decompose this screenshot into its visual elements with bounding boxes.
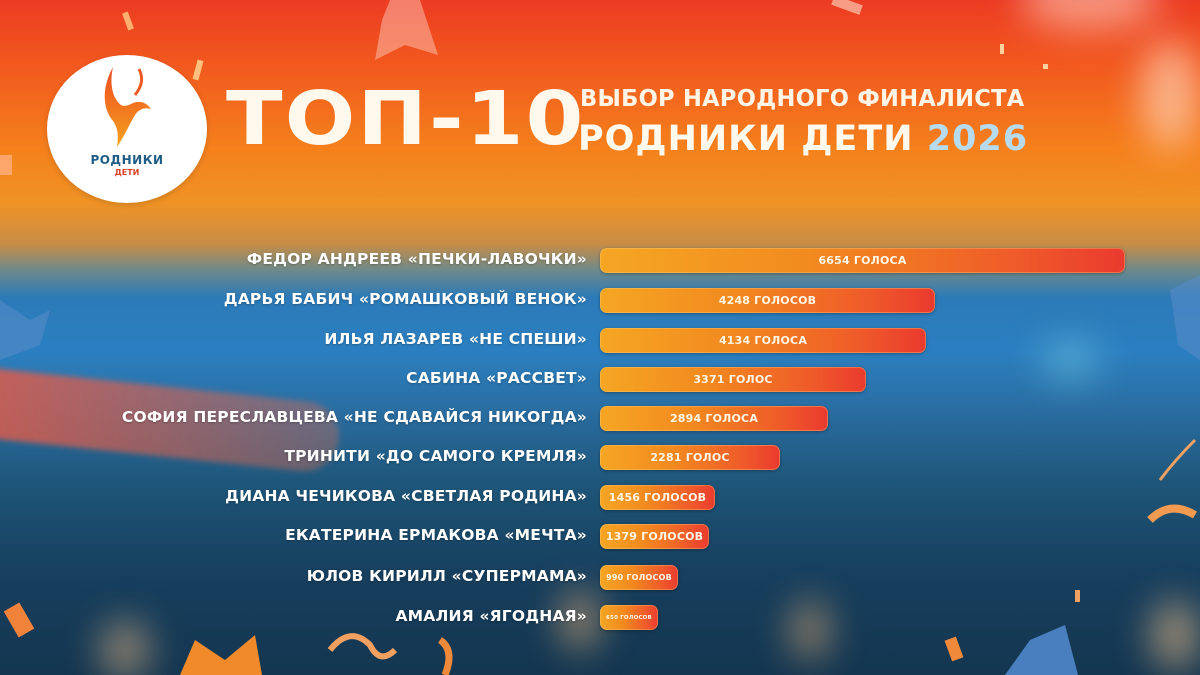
chart-row: АМАЛИЯ «ЯГОДНАЯ» 650 ГОЛОСОВ xyxy=(0,601,1200,631)
vote-count: 1379 ГОЛОСОВ xyxy=(605,530,704,543)
vote-count: 4248 ГОЛОСОВ xyxy=(718,294,817,307)
chart-row: ИЛЬЯ ЛАЗАРЕВ «НЕ СПЕШИ» 4134 ГОЛОСА xyxy=(0,324,1200,354)
chart-row: САБИНА «РАССВЕТ» 3371 ГОЛОС xyxy=(0,363,1200,393)
vote-bar: 650 ГОЛОСОВ xyxy=(600,605,658,630)
light-glow xyxy=(1020,0,1160,30)
logo-name: РОДНИКИ xyxy=(90,153,164,167)
vote-bar: 1456 ГОЛОСОВ xyxy=(600,485,715,510)
vote-bar: 4134 ГОЛОСА xyxy=(600,328,926,353)
contestant-label: САБИНА «РАССВЕТ» xyxy=(406,369,587,387)
vote-bar: 2894 ГОЛОСА xyxy=(600,406,828,431)
vote-bar: 1379 ГОЛОСОВ xyxy=(600,524,709,549)
contestant-label: ИЛЬЯ ЛАЗАРЕВ «НЕ СПЕШИ» xyxy=(324,330,587,348)
contestant-label: ТРИНИТИ «ДО САМОГО КРЕМЛЯ» xyxy=(284,447,587,465)
chart-row: ФЕДОР АНДРЕЕВ «ПЕЧКИ-ЛАВОЧКИ» 6654 ГОЛОС… xyxy=(0,244,1200,274)
contestant-label: ЕКАТЕРИНА ЕРМАКОВА «МЕЧТА» xyxy=(285,526,587,544)
vote-bar: 3371 ГОЛОС xyxy=(600,367,866,392)
chart-row: ЕКАТЕРИНА ЕРМАКОВА «МЕЧТА» 1379 ГОЛОСОВ xyxy=(0,520,1200,550)
chart-row: СОФИЯ ПЕРЕСЛАВЦЕВА «НЕ СДАВАЙСЯ НИКОГДА»… xyxy=(0,402,1200,432)
subtitle-line-2: РОДНИКИ ДЕТИ 2026 xyxy=(578,122,1028,157)
contestant-label: ЮЛОВ КИРИЛЛ «СУПЕРМАМА» xyxy=(306,567,587,585)
chart-row: ДИАНА ЧЕЧИКОВА «СВЕТЛАЯ РОДИНА» 1456 ГОЛ… xyxy=(0,481,1200,511)
contestant-label: ДИАНА ЧЕЧИКОВА «СВЕТЛАЯ РОДИНА» xyxy=(225,487,587,505)
vote-count: 3371 ГОЛОС xyxy=(693,373,773,386)
vote-count: 6654 ГОЛОСА xyxy=(818,254,907,267)
vote-count: 1456 ГОЛОСОВ xyxy=(608,491,707,504)
vote-bar: 6654 ГОЛОСА xyxy=(600,248,1125,273)
logo-subname: ДЕТИ xyxy=(114,168,140,177)
page-title: ТОП-10 xyxy=(226,76,586,162)
contestant-label: АМАЛИЯ «ЯГОДНАЯ» xyxy=(395,607,587,625)
vote-count: 2894 ГОЛОСА xyxy=(669,412,759,425)
subtitle-brand: РОДНИКИ ДЕТИ xyxy=(578,119,914,159)
chart-row: ЮЛОВ КИРИЛЛ «СУПЕРМАМА» 990 ГОЛОСОВ xyxy=(0,561,1200,591)
bird-flame-icon xyxy=(104,67,151,147)
contestant-label: ФЕДОР АНДРЕЕВ «ПЕЧКИ-ЛАВОЧКИ» xyxy=(246,250,587,268)
vote-bar: 990 ГОЛОСОВ xyxy=(600,565,678,590)
vote-count: 650 ГОЛОСОВ xyxy=(606,614,652,621)
vote-count: 4134 ГОЛОСА xyxy=(718,334,808,347)
chart-row: ДАРЬЯ БАБИЧ «РОМАШКОВЫЙ ВЕНОК» 4248 ГОЛО… xyxy=(0,284,1200,314)
chart-row: ТРИНИТИ «ДО САМОГО КРЕМЛЯ» 2281 ГОЛОС xyxy=(0,441,1200,471)
subtitle-year: 2026 xyxy=(926,119,1029,159)
vote-bar: 2281 ГОЛОС xyxy=(600,445,780,470)
contestant-label: СОФИЯ ПЕРЕСЛАВЦЕВА «НЕ СДАВАЙСЯ НИКОГДА» xyxy=(121,408,587,426)
vote-count: 990 ГОЛОСОВ xyxy=(606,573,672,582)
rodniki-deti-logo: РОДНИКИ ДЕТИ xyxy=(47,55,207,203)
vote-count: 2281 ГОЛОС xyxy=(650,451,730,464)
light-glow xyxy=(1140,40,1200,150)
vote-bar: 4248 ГОЛОСОВ xyxy=(600,288,935,313)
subtitle-line-1: ВЫБОР НАРОДНОГО ФИНАЛИСТА xyxy=(580,86,1025,112)
contestant-label: ДАРЬЯ БАБИЧ «РОМАШКОВЫЙ ВЕНОК» xyxy=(223,290,587,308)
